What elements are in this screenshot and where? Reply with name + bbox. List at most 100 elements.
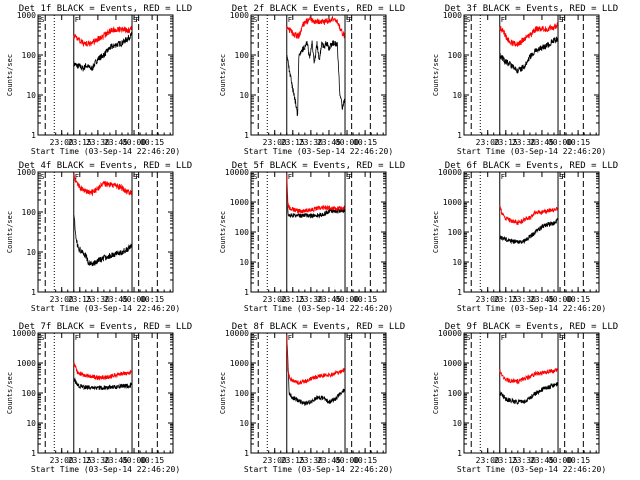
panel-title: Det 6f BLACK = Events, RED = LLD [445,161,618,171]
y-tick-label: 10 [239,419,249,428]
marker-f: F [501,173,505,181]
y-tick-label: 100 [235,51,250,60]
detector-panel-4: Det 4f BLACK = Events, RED = LLD 1 10 100 10… [6,161,192,313]
y-tick-label: 1000 [443,11,462,20]
lld-rate-line [73,173,132,197]
y-axis-label: Counts/sec [219,372,227,414]
x-tick-label: 00:00 [122,456,146,465]
x-tick-label: 23:15 [68,295,92,304]
marker-s: S [133,173,137,181]
marker-s: S [253,173,257,181]
x-tick-label: 23:15 [494,295,518,304]
x-tick-label: 00:15 [140,295,164,304]
y-tick-label: 1 [244,131,249,140]
x-tick-label: 00:00 [548,138,572,147]
x-tick-label: 23:45 [317,138,341,147]
plot-frame [463,171,600,293]
y-tick-label: 1000 [17,168,36,177]
x-tick-label: 23:30 [299,138,323,147]
marker-s: S [559,334,563,342]
x-tick-label: 00:15 [140,138,164,147]
x-tick-label: 23:15 [281,138,305,147]
y-tick-label: 100 [22,389,37,398]
y-tick-label: 100 [235,389,250,398]
lld-rate-line [499,368,558,385]
detector-panel-7: Det 7f BLACK = Events, RED = LLD 1 10 100 10… [6,322,192,474]
panel-title: Det 7f BLACK = Events, RED = LLD [19,322,192,332]
marker-f: F [75,16,79,24]
events-rate-line [73,377,132,391]
y-tick-label: 1 [457,288,462,297]
y-tick-label: 1000 [230,11,249,20]
x-tick-label: 23:15 [281,295,305,304]
x-tick-label: 23:00 [476,138,500,147]
marker-f: F [288,173,292,181]
x-tick-label: 23:00 [263,138,287,147]
y-tick-label: 10 [452,258,462,267]
lld-rate-line [73,362,132,381]
y-tick-label: 1 [457,131,462,140]
marker-f: F [561,16,565,24]
x-tick-label: 23:15 [68,456,92,465]
y-axis-label: Counts/sec [219,54,227,96]
detector-panel-9: Det 9f BLACK = Events, RED = LLD 1 10 100 10… [432,322,618,474]
x-tick-label: 00:00 [122,138,146,147]
y-tick-label: 1 [244,449,249,458]
events-rate-line [499,218,558,245]
x-axis-label: Start Time (03-Sep-14 22:46:20) [457,465,606,474]
lld-rate-line [73,25,132,47]
marker-f: F [561,334,565,342]
marker-f: F [288,334,292,342]
panel-title: Det 2f BLACK = Events, RED = LLD [232,4,405,14]
marker-s: S [346,16,350,24]
lld-rate-line [286,335,345,386]
panel-title: Det 1f BLACK = Events, RED = LLD [19,4,192,14]
panel-title: Det 5f BLACK = Events, RED = LLD [232,161,405,171]
marker-s: S [466,173,470,181]
x-tick-label: 23:30 [512,456,536,465]
x-tick-label: 00:15 [353,456,377,465]
events-rate-line [286,174,345,219]
y-axis-label: Counts/sec [6,372,14,414]
x-axis-label: Start Time (03-Sep-14 22:46:20) [31,147,180,156]
x-tick-label: 23:45 [317,295,341,304]
y-tick-label: 10000 [438,168,462,177]
x-tick-label: 00:00 [122,295,146,304]
y-tick-label: 10 [239,91,249,100]
panel-title: Det 8f BLACK = Events, RED = LLD [232,322,405,332]
y-tick-label: 100 [22,51,37,60]
x-tick-label: 00:00 [335,456,359,465]
x-tick-label: 23:15 [494,138,518,147]
marker-f: F [135,16,139,24]
x-tick-label: 23:00 [263,295,287,304]
marker-f: F [561,173,565,181]
x-tick-label: 23:30 [86,138,110,147]
detector-panel-3: Det 3f BLACK = Events, RED = LLD 1 10 100 10… [432,4,618,156]
y-tick-label: 1 [244,288,249,297]
y-tick-label: 1000 [443,359,462,368]
y-tick-label: 1 [31,288,36,297]
marker-f: F [348,16,352,24]
events-rate-line [73,214,132,267]
y-tick-label: 1 [457,449,462,458]
y-tick-label: 1000 [230,359,249,368]
x-tick-label: 00:15 [566,295,590,304]
x-tick-label: 23:30 [299,456,323,465]
marker-s: S [253,16,257,24]
marker-f: F [348,334,352,342]
y-tick-label: 10 [26,91,36,100]
events-rate-line [499,382,558,405]
x-tick-label: 00:00 [548,456,572,465]
marker-f: F [75,173,79,181]
panel-title: Det 4f BLACK = Events, RED = LLD [19,161,192,171]
marker-f: F [135,334,139,342]
y-tick-label: 10000 [12,329,36,338]
y-tick-label: 10000 [225,168,249,177]
y-tick-label: 10 [239,258,249,267]
y-tick-label: 1000 [230,198,249,207]
y-tick-label: 1000 [443,198,462,207]
marker-s: S [466,16,470,24]
x-axis-label: Start Time (03-Sep-14 22:46:20) [31,465,180,474]
y-axis-label: Counts/sec [432,372,440,414]
